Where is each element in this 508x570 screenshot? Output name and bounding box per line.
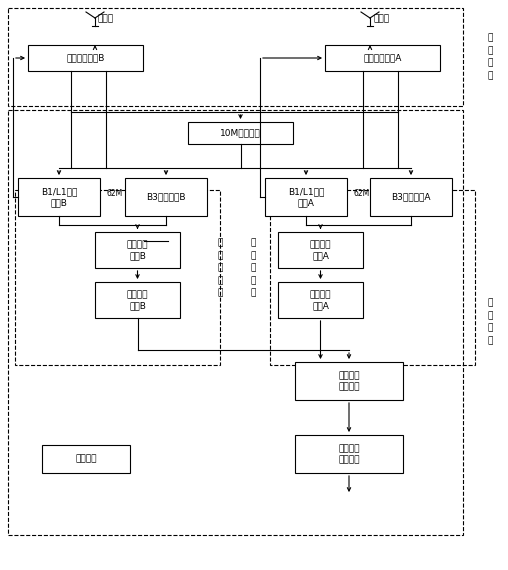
Text: B1/L1射频
模块A: B1/L1射频 模块A: [288, 187, 324, 207]
Text: 后天线: 后天线: [98, 14, 114, 23]
Bar: [325, 45, 440, 71]
Text: 主
机
单
元: 主 机 单 元: [487, 299, 493, 345]
Bar: [8, 8, 463, 106]
Bar: [15, 190, 220, 365]
Text: 低噪声放大器B: 低噪声放大器B: [67, 54, 105, 63]
Text: 低噪声放大器A: 低噪声放大器A: [363, 54, 402, 63]
Text: 差分数据
处理模块: 差分数据 处理模块: [338, 371, 360, 391]
Bar: [42, 445, 130, 473]
Bar: [95, 282, 180, 318]
Text: 10M时钟模块: 10M时钟模块: [220, 128, 261, 137]
Bar: [370, 178, 452, 216]
Text: 电源模块: 电源模块: [75, 454, 97, 463]
Bar: [188, 122, 293, 144]
Text: B3射频模块A: B3射频模块A: [391, 193, 431, 202]
Text: 定位解算
模块A: 定位解算 模块A: [310, 290, 331, 310]
Bar: [278, 232, 363, 268]
Text: 天
线
单
元: 天 线 单 元: [487, 34, 493, 80]
Text: 主
处
理
单
元: 主 处 理 单 元: [250, 238, 256, 298]
Bar: [295, 362, 403, 400]
Bar: [125, 178, 207, 216]
Bar: [28, 45, 143, 71]
Text: B3射频模块B: B3射频模块B: [146, 193, 186, 202]
Text: B1/L1射频
模块B: B1/L1射频 模块B: [41, 187, 77, 207]
Bar: [265, 178, 347, 216]
Text: 定位解算
模块B: 定位解算 模块B: [127, 290, 148, 310]
Text: 前天线: 前天线: [373, 14, 389, 23]
Text: 62M: 62M: [354, 189, 370, 197]
Text: 62M: 62M: [107, 189, 123, 197]
Bar: [270, 190, 475, 365]
Text: 基带处理
模块A: 基带处理 模块A: [310, 240, 331, 260]
Text: 基带处理
模块B: 基带处理 模块B: [127, 240, 148, 260]
Bar: [8, 110, 463, 535]
Bar: [95, 232, 180, 268]
Bar: [295, 435, 403, 473]
Text: 副
处
理
单
元: 副 处 理 单 元: [217, 238, 223, 298]
Bar: [278, 282, 363, 318]
Text: 差分定向
解算模块: 差分定向 解算模块: [338, 444, 360, 464]
Bar: [18, 178, 100, 216]
